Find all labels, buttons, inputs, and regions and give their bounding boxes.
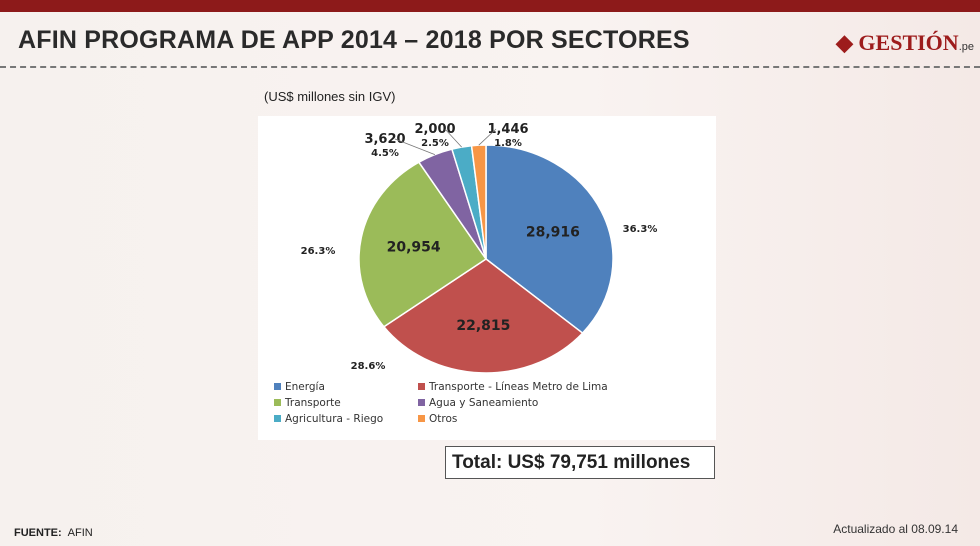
legend-swatch (418, 399, 425, 406)
pie-slice-1 (382, 258, 584, 374)
page-title: AFIN PROGRAMA DE APP 2014 – 2018 POR SEC… (18, 26, 690, 54)
slice-value-label: 2,000 (414, 122, 455, 137)
pie-chart: 28,916 36.3% 22,815 28.6% 20,954 26.3% 3,6204.… (274, 122, 658, 425)
slice-pct-label: 2.5% (421, 138, 449, 149)
slice-value-label: 1,446 (487, 122, 528, 137)
legend-item: Agricultura - Riego (285, 413, 383, 425)
leader-line (394, 138, 436, 156)
legend-swatch (274, 383, 281, 390)
divider (0, 66, 980, 68)
legend-item: Otros (429, 413, 457, 425)
pie-slice-5 (470, 144, 487, 260)
slice-pct-label: 4.5% (371, 148, 399, 159)
source: FUENTE: AFIN (14, 527, 93, 539)
legend-swatch (418, 383, 425, 390)
pie-slice-2 (358, 161, 488, 328)
source-value: AFIN (67, 527, 93, 539)
source-label: FUENTE: (14, 527, 62, 539)
slice-pct-label: 28.6% (351, 361, 386, 372)
total-label: Total: US$ 79,751 millones (445, 446, 715, 479)
leader-line (444, 128, 462, 148)
slice-value-label: 3,620 (364, 132, 405, 147)
legend-item: Energía (285, 381, 325, 393)
slice-value-label: 28,916 (526, 224, 580, 240)
leader-line (478, 128, 497, 146)
legend-swatch (274, 415, 281, 422)
legend-item: Transporte - Líneas Metro de Lima (428, 381, 608, 393)
gestion-logo[interactable]: ◆ GESTIÓN.pe (836, 30, 974, 55)
legend-item: Transporte (284, 397, 341, 409)
legend-item: Agua y Saneamiento (429, 397, 538, 409)
slice-value-label: 20,954 (387, 240, 441, 256)
legend-swatch (274, 399, 281, 406)
slice-pct-label: 26.3% (301, 246, 336, 257)
slice-value-label: 22,815 (456, 318, 510, 334)
slice-pct-label: 36.3% (623, 224, 658, 235)
pie-slice-0 (485, 144, 614, 335)
chart-area: 28,916 36.3% 22,815 28.6% 20,954 26.3% 3,620 4.… (258, 116, 716, 440)
chart-subtitle: (US$ millones sin IGV) (264, 89, 396, 104)
legend-swatch (418, 415, 425, 422)
top-bar (0, 0, 980, 12)
updated-date: Actualizado al 08.09.14 (833, 522, 958, 536)
slice-pct-label: 1.8% (494, 138, 522, 149)
